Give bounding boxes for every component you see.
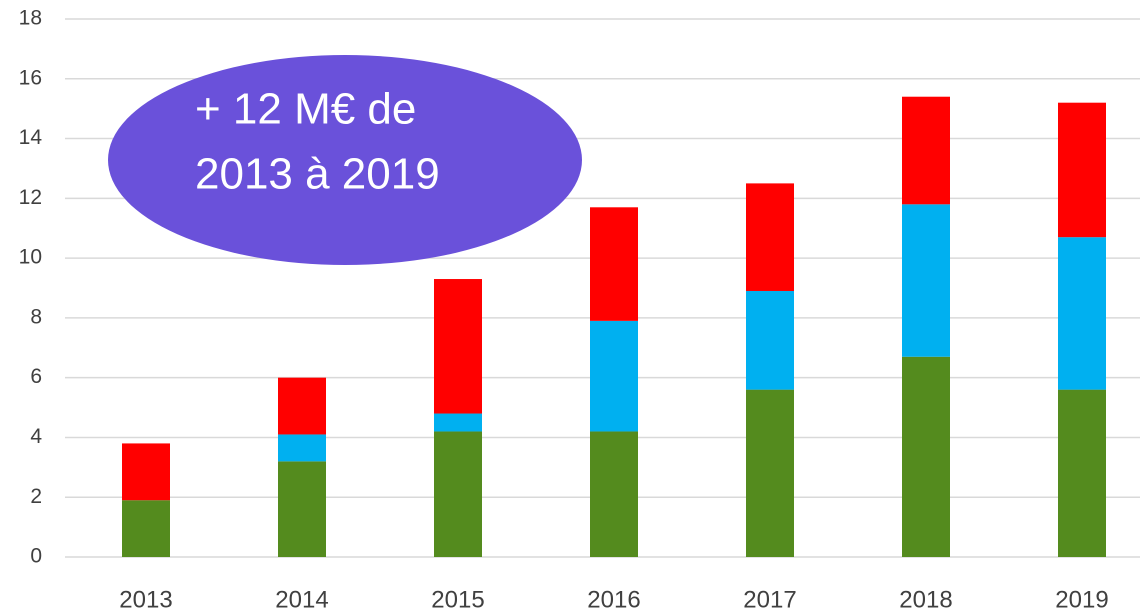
bar-segment <box>434 431 482 557</box>
y-tick-label: 6 <box>30 365 42 388</box>
annotation-bubble <box>108 55 582 265</box>
y-tick-label: 10 <box>19 246 42 269</box>
bar-segment <box>902 96 950 205</box>
bar-segment <box>746 290 794 390</box>
y-tick-label: 12 <box>19 186 42 209</box>
bar-segment <box>434 413 482 432</box>
bar-segment <box>122 443 170 501</box>
bar-segment <box>590 320 638 432</box>
y-tick-label: 14 <box>19 126 43 149</box>
x-tick-label: 2015 <box>431 586 484 613</box>
bar-segment <box>746 183 794 291</box>
y-tick-label: 8 <box>30 305 42 328</box>
x-tick-label: 2016 <box>587 586 640 613</box>
bar-segment <box>590 431 638 557</box>
bar-segment <box>278 461 326 557</box>
bar-segment <box>122 500 170 557</box>
x-tick-label: 2018 <box>899 586 952 613</box>
y-tick-label: 16 <box>19 66 42 89</box>
y-tick-label: 0 <box>30 545 42 568</box>
y-tick-label: 4 <box>30 425 42 448</box>
x-tick-label: 2013 <box>119 586 172 613</box>
bar-segment <box>746 389 794 557</box>
bar-segment <box>434 279 482 414</box>
annotation-text: + 12 M€ de <box>195 85 416 134</box>
y-tick-label: 18 <box>19 7 42 30</box>
bar-segment <box>1058 237 1106 390</box>
y-tick-label: 2 <box>30 485 42 508</box>
bar-segment <box>278 434 326 462</box>
x-tick-label: 2014 <box>275 586 328 613</box>
bar-segment <box>278 377 326 435</box>
x-tick-label: 2019 <box>1055 586 1108 613</box>
x-tick-label: 2017 <box>743 586 796 613</box>
bar-segment <box>1058 389 1106 557</box>
bar-segment <box>1058 102 1106 238</box>
annotation-text: 2013 à 2019 <box>195 150 440 199</box>
bar-segment <box>590 207 638 321</box>
bar-segment <box>902 356 950 557</box>
bar-segment <box>902 204 950 357</box>
